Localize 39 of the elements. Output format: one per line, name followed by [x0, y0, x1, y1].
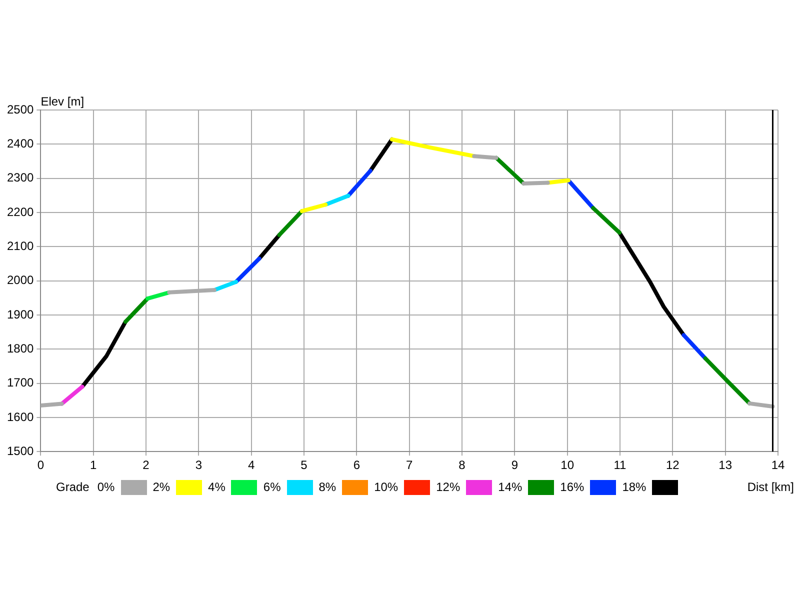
y-tick-label: 2200	[6, 204, 34, 219]
x-tick-label: 2	[142, 458, 150, 472]
x-tick-label: 14	[771, 458, 785, 472]
x-tick-label: 12	[666, 458, 680, 472]
legend-label: 18%	[622, 480, 646, 494]
legend-label: 4%	[208, 480, 226, 494]
y-tick-label: 1900	[6, 307, 34, 322]
y-tick-label: 2100	[6, 238, 34, 253]
x-tick-label: 11	[614, 458, 627, 472]
y-tick-label: 1600	[6, 410, 34, 424]
legend-label: 14%	[498, 480, 522, 494]
y-tick-label: 2500	[6, 102, 34, 116]
y-tick-label: 2400	[6, 136, 34, 150]
legend-label: 6%	[263, 480, 281, 494]
x-axis-title: Dist [km]	[747, 480, 794, 494]
x-tick-label: 7	[406, 458, 414, 472]
y-axis-title: Elev [m]	[40, 94, 84, 108]
x-tick-label: 9	[511, 458, 518, 472]
y-tick-label: 2000	[6, 273, 34, 288]
legend-label: 12%	[436, 480, 460, 494]
legend-label: 16%	[560, 480, 584, 494]
x-tick-label: 4	[248, 458, 256, 472]
y-tick-label: 2300	[6, 170, 34, 185]
x-tick-label: 1	[90, 458, 98, 472]
legend-label: 2%	[152, 480, 170, 494]
x-tick-label: 8	[458, 458, 466, 472]
legend-label: 10%	[374, 480, 398, 494]
y-tick-label: 1500	[6, 444, 34, 458]
x-tick-label: 5	[300, 458, 308, 472]
y-tick-label: 1800	[6, 341, 34, 356]
x-tick-label: 3	[195, 458, 202, 472]
x-tick-label: 0	[37, 458, 44, 472]
y-tick-label: 1700	[6, 376, 34, 390]
legend-title: Grade	[56, 480, 90, 494]
x-tick-label: 10	[560, 458, 574, 472]
x-tick-label: 6	[353, 458, 360, 472]
x-tick-label: 13	[718, 458, 732, 472]
legend-label: 8%	[318, 480, 336, 494]
legend-label: 0%	[97, 480, 115, 494]
